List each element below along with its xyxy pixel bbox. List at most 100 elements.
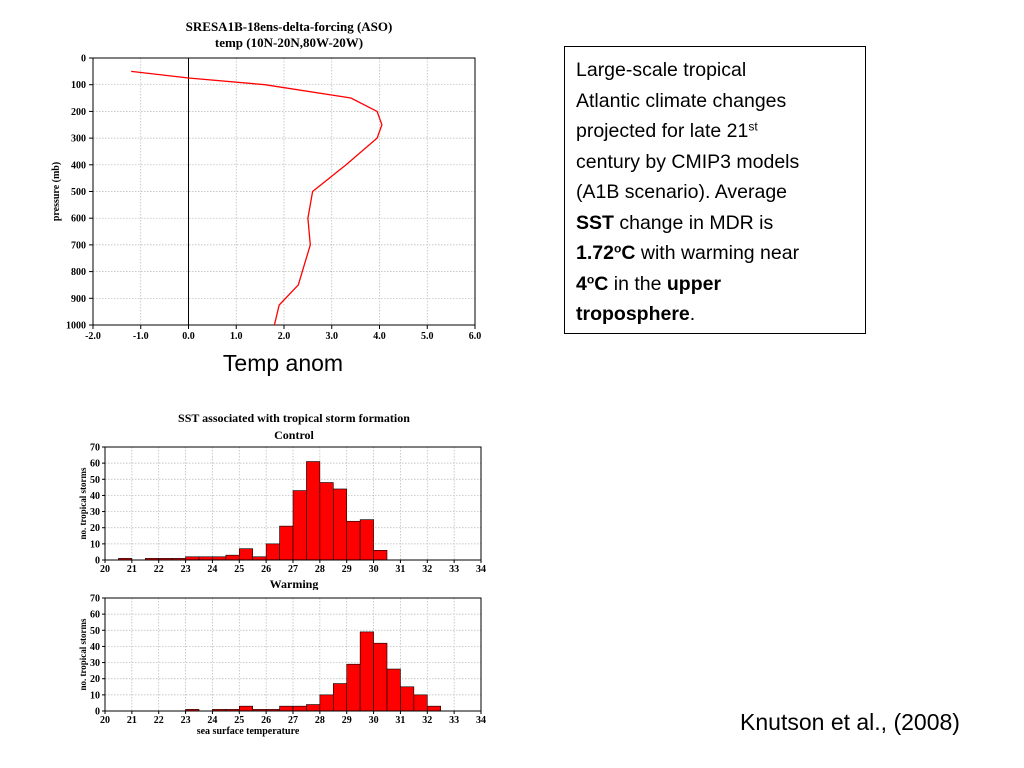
histogram-bar <box>292 705 307 712</box>
y-tick-label: 500 <box>71 187 86 198</box>
summary-textbox: Large-scale tropical Atlantic climate ch… <box>564 46 866 334</box>
summary-line: projected for late 21st <box>576 119 758 142</box>
y-tick-label: 1000 <box>66 321 86 332</box>
y-tick-label: 50 <box>90 626 100 637</box>
histogram-bar <box>373 550 388 561</box>
histogram-bar <box>238 705 254 712</box>
x-tick-label: 22 <box>154 564 164 575</box>
y-tick-label: 70 <box>90 443 100 454</box>
y-tick-label: 800 <box>71 267 86 278</box>
x-tick-label: -1.0 <box>133 331 149 342</box>
x-tick-label: 32 <box>422 715 432 726</box>
plot-frame <box>92 57 476 326</box>
y-axis-label: no. tropical storms <box>78 618 88 691</box>
y-axis-label: no. tropical storms <box>78 467 88 540</box>
x-tick-label: 26 <box>261 564 271 575</box>
histogram-bar <box>332 488 348 561</box>
histogram-bar <box>225 554 240 561</box>
x-tick-label: -2.0 <box>85 331 101 342</box>
y-tick-label: 60 <box>90 459 100 470</box>
y-tick-label: 700 <box>71 240 86 251</box>
y-tick-label: 10 <box>90 690 100 701</box>
x-tick-label: 1.0 <box>230 331 243 342</box>
citation: Knutson et al., (2008) <box>740 709 960 735</box>
histogram-bar <box>332 683 348 712</box>
y-tick-label: 60 <box>90 610 100 621</box>
histogram-bar <box>373 642 388 712</box>
histogram-bar <box>400 686 415 712</box>
x-tick-label: 27 <box>288 564 298 575</box>
chart-title: SRESA1B-18ens-delta-forcing (ASO) <box>186 19 393 34</box>
y-tick-label: 20 <box>90 674 100 685</box>
y-tick-label: 10 <box>90 539 100 550</box>
x-tick-label: 21 <box>127 564 137 575</box>
y-tick-label: 0 <box>95 556 100 567</box>
x-tick-label: 29 <box>342 715 352 726</box>
x-tick-label: 30 <box>369 715 379 726</box>
chart-subtitle: Warming <box>270 577 319 590</box>
temp-anom-caption: Temp anom <box>222 350 344 376</box>
x-tick-label: 28 <box>315 564 325 575</box>
x-tick-label: 21 <box>127 715 137 726</box>
summary-line: 1.72oC with warming near <box>576 241 800 264</box>
histogram-bar <box>319 694 334 712</box>
y-axis-label: pressure (mb) <box>51 162 62 221</box>
x-tick-label: 23 <box>181 564 191 575</box>
y-tick-label: 70 <box>90 594 100 605</box>
x-tick-label: 2.0 <box>278 331 291 342</box>
histogram-bar <box>265 543 280 561</box>
temperature-profile-chart: SRESA1B-18ens-delta-forcing (ASO)temp (1… <box>51 19 482 342</box>
histogram-bar <box>319 482 334 561</box>
x-tick-label: 24 <box>207 564 217 575</box>
chart-subtitle: Control <box>274 428 314 442</box>
histogram-bar <box>346 663 361 712</box>
x-tick-label: 4.0 <box>373 331 386 342</box>
histogram-bar <box>306 461 321 561</box>
x-tick-label: 30 <box>369 564 379 575</box>
summary-line: SST change in MDR is <box>576 211 774 234</box>
x-tick-label: 34 <box>476 715 486 726</box>
summary-line: troposphere. <box>576 303 696 325</box>
summary-line: Large-scale tropical <box>576 59 747 81</box>
y-tick-label: 0 <box>81 54 86 65</box>
histogram-bar <box>292 490 307 561</box>
summary-line: Atlantic climate changes <box>576 89 787 112</box>
x-tick-label: 33 <box>449 715 459 726</box>
x-tick-label: 26 <box>261 715 271 726</box>
y-tick-label: 300 <box>71 134 86 145</box>
x-tick-label: 33 <box>449 564 459 575</box>
x-tick-label: 23 <box>181 715 191 726</box>
x-tick-label: 32 <box>422 564 432 575</box>
histogram-bar <box>359 631 374 712</box>
y-tick-label: 40 <box>90 491 100 502</box>
histogram-bar <box>306 704 321 712</box>
y-tick-label: 30 <box>90 507 100 518</box>
x-tick-label: 0.0 <box>182 331 195 342</box>
x-tick-label: 27 <box>288 715 298 726</box>
warming-histogram-chart: 20 21 22 23 24 25 26 27 28 29 30 31 32 33 34 0 10 20 30 40 5… <box>78 594 486 738</box>
x-tick-label: 24 <box>207 715 217 726</box>
y-tick-label: 400 <box>71 160 86 171</box>
y-tick-label: 900 <box>71 294 86 305</box>
summary-line: (A1B scenario). Average <box>576 181 788 203</box>
histogram-bar <box>279 705 294 712</box>
control-histogram-chart: SST associated with tropical storm forma… <box>78 411 486 590</box>
x-tick-label: 5.0 <box>421 331 434 342</box>
x-tick-label: 25 <box>234 715 244 726</box>
x-tick-label: 6.0 <box>469 331 482 342</box>
histogram-bar <box>238 548 254 561</box>
y-tick-label: 0 <box>95 707 100 718</box>
x-tick-label: 20 <box>100 564 110 575</box>
plot-frame <box>104 446 482 561</box>
x-tick-label: 22 <box>154 715 164 726</box>
histogram-bar <box>279 525 294 561</box>
y-tick-label: 20 <box>90 523 100 534</box>
x-tick-label: 29 <box>342 564 352 575</box>
histogram-bar <box>426 705 442 712</box>
y-tick-label: 30 <box>90 658 100 669</box>
summary-line: century by CMIP3 models <box>576 150 800 173</box>
histogram-bar <box>413 694 428 712</box>
y-tick-label: 100 <box>71 80 86 91</box>
x-tick-label: 34 <box>476 564 486 575</box>
x-axis-label: sea surface temperature <box>197 726 300 737</box>
